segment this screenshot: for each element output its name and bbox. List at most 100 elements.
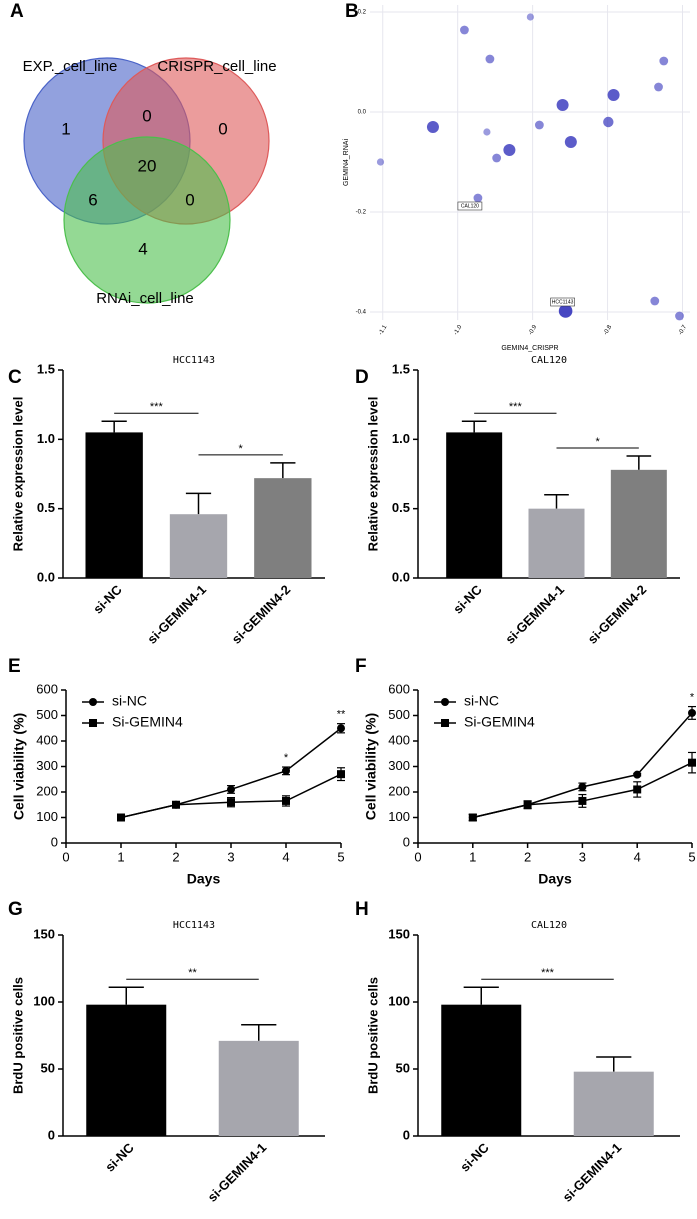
y-tick-label: 1.0	[37, 431, 55, 446]
y-tick-label: 200	[36, 783, 58, 798]
x-tick-label: si-GEMIN4-2	[585, 582, 650, 647]
panel-letter: C	[8, 367, 22, 388]
y-tick-label: 300	[388, 758, 410, 773]
x-axis-title: Days	[187, 871, 221, 887]
point	[654, 82, 663, 92]
legend-marker	[441, 698, 449, 706]
point	[227, 798, 235, 807]
y-tick-label: 0	[48, 1127, 55, 1142]
y-tick-label: 50	[41, 1060, 55, 1075]
chart-title: HCC1143	[173, 355, 215, 366]
x-tick-label: 2	[172, 849, 179, 864]
x-tick-label: si-NC	[450, 582, 485, 617]
legend-label: Si-GEMIN4	[112, 714, 183, 730]
point	[337, 724, 345, 733]
legend-label: si-NC	[112, 693, 147, 709]
y-tick-label: 400	[36, 732, 58, 747]
y-tick-label: 150	[33, 926, 55, 941]
bar	[610, 469, 667, 578]
point	[558, 304, 573, 318]
point	[282, 766, 290, 775]
point	[485, 54, 495, 64]
x-tick-label: -1.0	[453, 324, 464, 337]
y-tick-label: 100	[388, 993, 410, 1008]
y-tick-label: 0.5	[392, 500, 410, 515]
y-tick-label: 150	[388, 926, 410, 941]
point	[688, 758, 696, 767]
point	[473, 193, 483, 203]
x-tick-label: 3	[579, 849, 586, 864]
legend-marker	[441, 719, 449, 727]
point	[376, 158, 385, 166]
y-tick-label: 200	[388, 783, 410, 798]
bar	[218, 1040, 299, 1136]
region-count: 0	[218, 119, 227, 138]
significance-label: *	[690, 691, 695, 703]
y-tick-label: 50	[396, 1060, 410, 1075]
x-tick-label: si-GEMIN4-1	[144, 582, 209, 647]
y-tick-label: 1.5	[37, 361, 55, 376]
point	[483, 128, 491, 136]
point	[117, 813, 125, 822]
point	[426, 121, 439, 133]
y-tick-label: 500	[388, 707, 410, 722]
bar	[573, 1071, 654, 1136]
x-tick-label: 1	[469, 849, 476, 864]
point-label-box	[457, 201, 483, 211]
set-label: RNAi_cell_line	[96, 290, 194, 307]
point	[282, 796, 290, 805]
chart-title: HCC1143	[173, 920, 215, 931]
legend-label: Si-GEMIN4	[464, 714, 535, 730]
significance-label: *	[596, 436, 601, 448]
x-tick-label: si-NC	[457, 1140, 492, 1175]
significance-label: ***	[150, 401, 164, 413]
x-tick-label: -0.8	[603, 324, 614, 337]
panel-letter: F	[355, 656, 367, 677]
x-tick-label: 0	[62, 849, 69, 864]
x-axis-title: Days	[538, 871, 572, 887]
x-tick-label: -1.1	[378, 324, 389, 337]
y-tick-label: 500	[36, 707, 58, 722]
x-tick-label: 2	[524, 849, 531, 864]
legend-marker	[89, 719, 97, 727]
x-tick-label: -0.7	[678, 324, 689, 337]
region-count: 0	[142, 106, 151, 125]
chart-title: CAL120	[531, 920, 567, 931]
y-axis-title: Cell viability (%)	[11, 713, 27, 820]
point	[650, 296, 660, 306]
x-tick-label: si-NC	[102, 1140, 137, 1175]
x-tick-label: si-NC	[90, 582, 125, 617]
y-tick-label: 400	[388, 732, 410, 747]
point-label: CAL120	[461, 203, 479, 209]
x-tick-label: 5	[337, 849, 344, 864]
x-tick-label: 0	[414, 849, 421, 864]
bar	[169, 514, 228, 578]
y-tick-label: -0.4	[356, 310, 367, 316]
point	[534, 120, 544, 130]
y-tick-label: 0	[403, 834, 410, 849]
x-tick-label: 4	[634, 849, 641, 864]
y-tick-label: 1.5	[392, 361, 410, 376]
y-tick-label: 300	[36, 758, 58, 773]
point	[526, 13, 534, 21]
y-tick-label: 0.0	[358, 110, 367, 116]
y-axis-title: GEMIN4_RNAi	[343, 139, 350, 187]
bar	[446, 432, 503, 578]
region-count: 6	[88, 190, 97, 209]
point	[603, 116, 614, 128]
point	[578, 796, 587, 805]
y-tick-label: -0.2	[356, 210, 367, 216]
significance-label: ***	[509, 401, 523, 413]
y-tick-label: 100	[33, 993, 55, 1008]
x-tick-label: 5	[688, 849, 695, 864]
bar	[86, 1004, 167, 1136]
point	[337, 770, 345, 779]
point	[607, 89, 620, 101]
y-axis-title: Relative expression level	[10, 397, 25, 552]
y-axis-title: BrdU positive cells	[10, 977, 25, 1094]
region-count: 1	[61, 119, 70, 138]
point	[523, 800, 532, 809]
point	[633, 785, 642, 794]
y-tick-label: 100	[388, 809, 410, 824]
